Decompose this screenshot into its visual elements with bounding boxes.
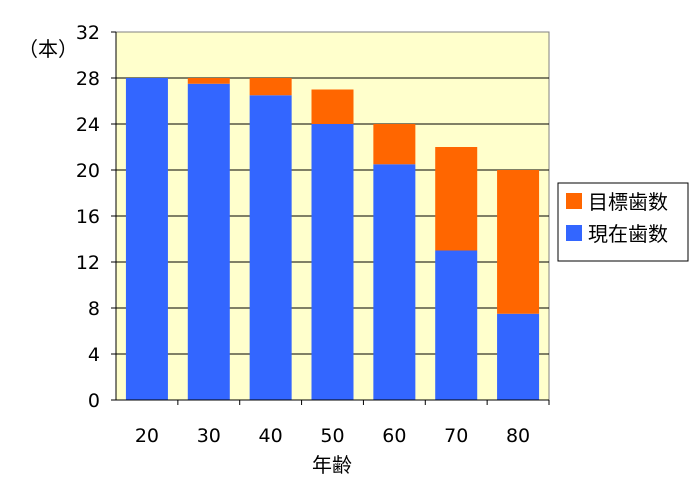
y-tick-label: 0 [88,390,100,412]
bar-target-80 [497,170,540,314]
y-tick-label: 32 [76,22,100,44]
y-tick-label: 24 [76,114,100,136]
x-tick-label: 80 [506,425,530,447]
legend-label: 目標歯数 [588,190,668,214]
y-tick-label: 8 [88,298,100,320]
bar-current-40 [249,95,292,400]
y-tick-label: 4 [88,344,100,366]
x-tick-label: 70 [444,425,468,447]
x-tick-label: 20 [135,425,159,447]
x-tick-label: 50 [320,425,344,447]
bar-target-40 [249,78,292,96]
legend-label: 現在歯数 [588,222,668,246]
y-tick-label: 12 [76,252,100,274]
bar-current-80 [497,313,540,400]
bars [125,78,540,400]
bar-current-70 [435,250,478,400]
bar-current-30 [187,83,230,400]
x-tick-label: 60 [382,425,406,447]
legend-swatch [566,225,582,241]
y-tick-label: 28 [76,68,100,90]
bar-target-60 [373,124,416,165]
bar-current-50 [311,124,354,400]
x-tick-label: 40 [259,425,283,447]
legend-swatch [566,193,582,209]
y-tick-label: 16 [76,206,100,228]
y-axis-title: （本） [18,37,78,61]
x-axis-title: 年齢 [312,453,352,477]
bar-target-50 [311,89,354,124]
bar-current-60 [373,164,416,400]
x-tick-label: 30 [197,425,221,447]
bar-target-70 [435,147,478,251]
y-tick-label: 20 [76,160,100,182]
x-axis-ticks: 20 30 40 50 60 70 80 [135,400,550,447]
bar-current-20 [125,78,168,400]
y-axis-ticks: 0 4 8 12 16 20 24 28 32 [76,22,116,412]
bar-target-30 [187,78,230,84]
